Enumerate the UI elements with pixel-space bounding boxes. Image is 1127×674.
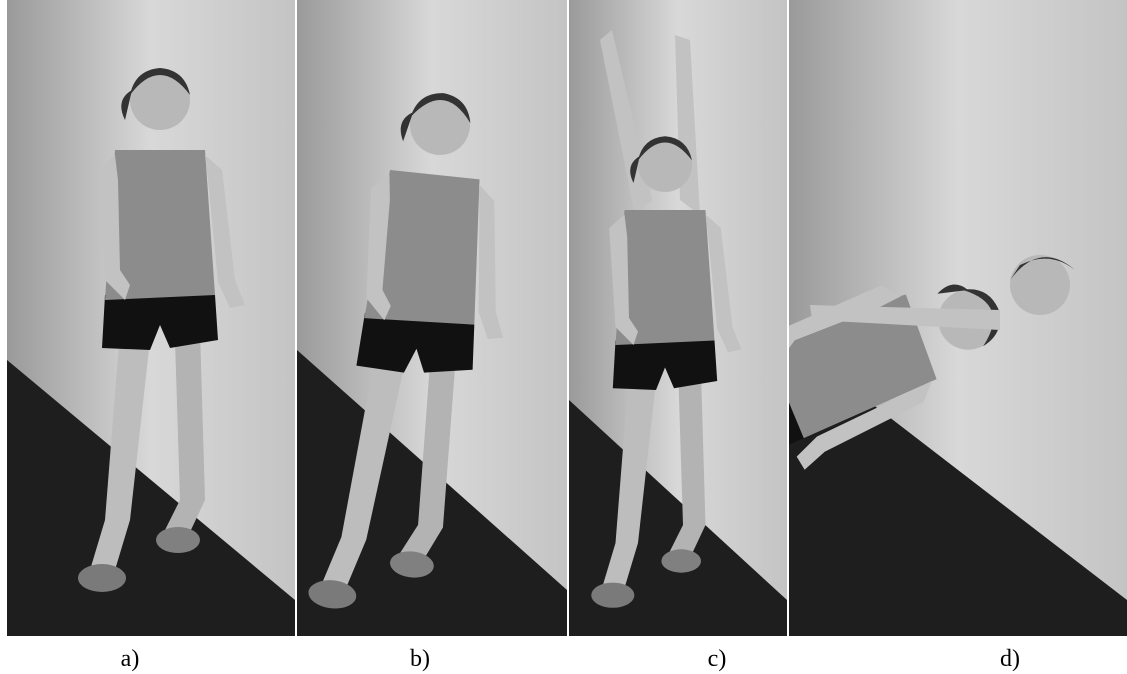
panel-label: b): [410, 646, 430, 672]
photo-c: [569, 0, 787, 636]
panel-label: c): [708, 646, 727, 672]
panel-label: d): [1000, 646, 1020, 672]
photo-a: [7, 0, 295, 636]
photo-b: [297, 0, 567, 636]
panel-label: a): [121, 646, 140, 672]
figure: a) b) c) d): [0, 0, 1127, 674]
